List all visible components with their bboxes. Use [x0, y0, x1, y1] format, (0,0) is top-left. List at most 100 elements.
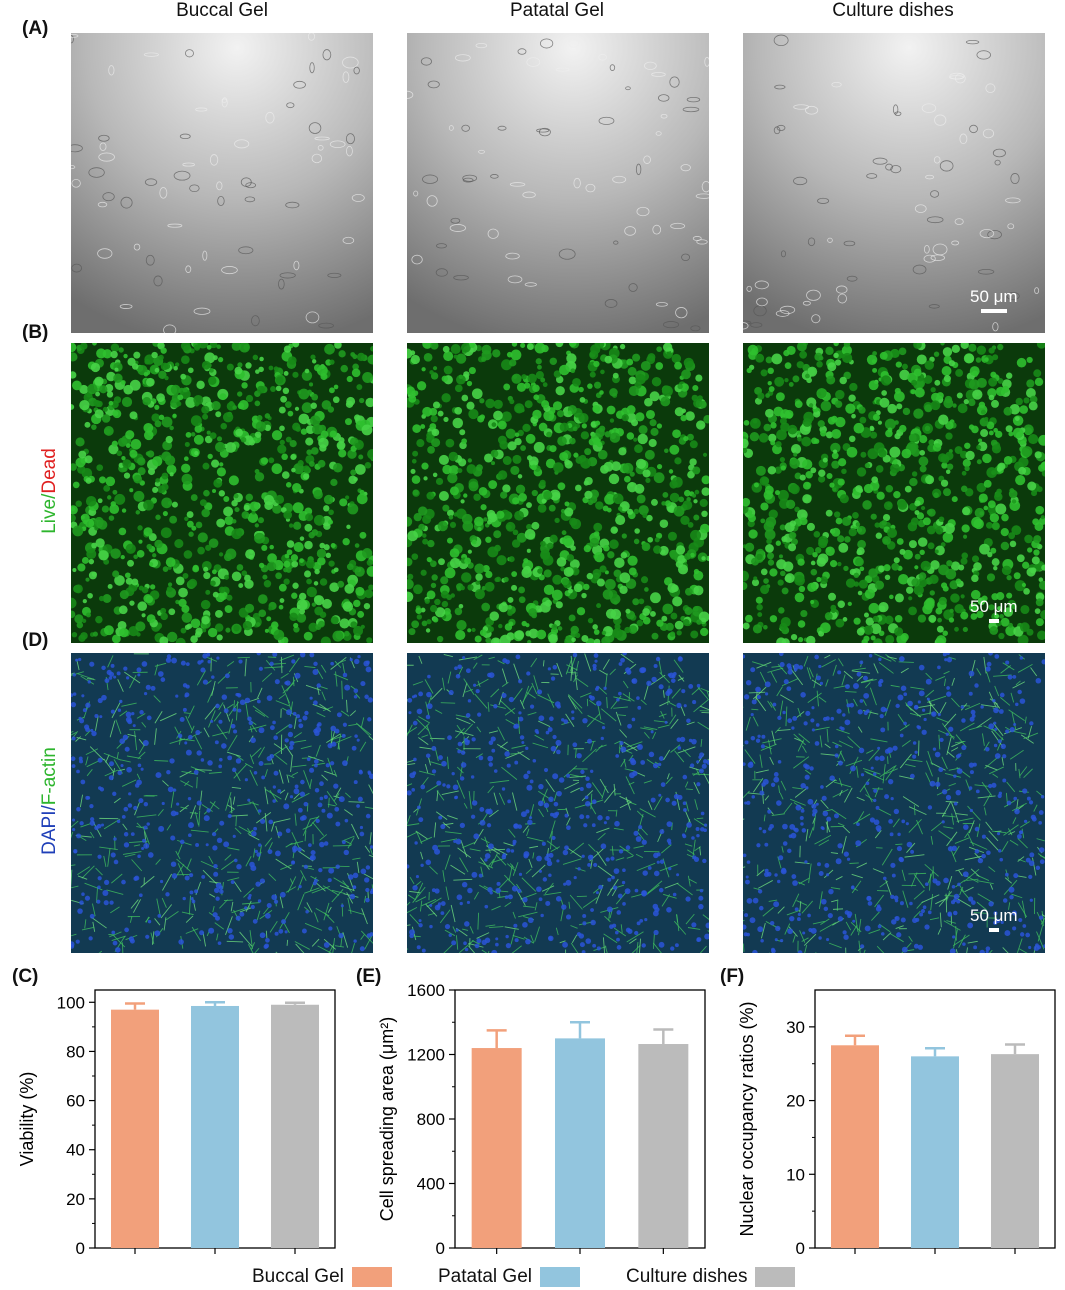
live-cell	[438, 558, 445, 566]
actin-fiber	[252, 705, 269, 718]
cell-mark	[555, 67, 570, 72]
cell-mark	[345, 133, 355, 145]
live-cell	[918, 456, 929, 467]
actin-fiber	[1002, 947, 1009, 953]
actin-fiber	[684, 843, 693, 847]
nucleus	[288, 724, 293, 729]
row-label-live-dead: Live/Dead	[39, 441, 61, 541]
cell-mark	[756, 297, 768, 307]
actin-fiber	[868, 749, 880, 762]
live-cell	[133, 474, 143, 484]
actin-fiber	[198, 810, 201, 827]
nucleus	[633, 830, 639, 836]
cell-mark	[179, 133, 191, 140]
live-cell	[430, 415, 438, 423]
live-cell	[758, 432, 769, 443]
live-cell	[932, 443, 942, 452]
live-cell	[211, 569, 217, 575]
actin-fiber	[351, 823, 360, 840]
live-cell	[79, 384, 89, 395]
nucleus	[359, 831, 365, 837]
live-cell	[602, 589, 614, 600]
actin-fiber	[569, 775, 587, 778]
nucleus	[176, 802, 180, 806]
nucleus	[319, 796, 324, 801]
live-cell	[175, 362, 180, 367]
actin-fiber	[456, 780, 466, 799]
live-cell	[72, 481, 80, 489]
nucleus	[595, 687, 599, 692]
live-cell	[526, 548, 531, 553]
actin-fiber	[103, 758, 115, 773]
live-cell	[837, 478, 845, 486]
live-cell	[940, 542, 946, 547]
live-cell	[273, 629, 285, 641]
live-cell	[569, 437, 576, 445]
live-cell	[614, 557, 625, 568]
live-cell	[644, 397, 653, 407]
live-cell	[1034, 451, 1042, 459]
nucleus	[289, 740, 295, 746]
actin-fiber	[247, 828, 253, 836]
nucleus	[421, 948, 426, 953]
actin-fiber	[668, 702, 677, 707]
live-cell	[263, 580, 272, 588]
live-cell	[160, 347, 167, 354]
live-cell	[684, 489, 691, 497]
live-cell	[848, 394, 856, 402]
actin-fiber	[84, 919, 87, 929]
live-cell	[123, 353, 128, 359]
live-cell	[308, 622, 318, 632]
live-cell	[858, 579, 868, 589]
actin-fiber	[264, 837, 273, 847]
nucleus	[536, 855, 542, 862]
nucleus	[487, 887, 493, 893]
actin-fiber	[1017, 875, 1027, 878]
actin-fiber	[481, 949, 488, 953]
live-cell	[340, 364, 349, 373]
actin-fiber	[272, 745, 288, 757]
nucleus	[681, 689, 686, 694]
live-cell	[332, 396, 340, 404]
nucleus	[564, 813, 569, 818]
actin-fiber	[241, 902, 260, 905]
live-cell	[978, 438, 983, 443]
live-cell	[981, 595, 988, 602]
actin-fiber	[320, 664, 327, 673]
live-cell	[599, 390, 604, 395]
actin-fiber	[426, 783, 440, 793]
live-cell	[690, 630, 699, 639]
nucleus	[177, 733, 183, 739]
live-cell	[701, 556, 706, 561]
nucleus	[184, 692, 190, 698]
nucleus	[287, 731, 294, 738]
cell-mark	[669, 76, 680, 88]
live-cell	[441, 600, 449, 608]
actin-fiber	[293, 716, 297, 729]
nucleus	[506, 848, 511, 853]
live-cell	[593, 522, 603, 532]
nucleus	[97, 854, 102, 859]
nucleus	[542, 877, 548, 882]
actin-fiber	[113, 797, 121, 804]
live-cell	[654, 537, 660, 543]
live-cell	[224, 515, 234, 526]
live-cell	[490, 449, 499, 458]
nucleus	[264, 912, 271, 919]
nucleus	[618, 691, 622, 696]
live-cell	[508, 621, 514, 627]
live-cell	[830, 442, 841, 454]
live-cell	[798, 636, 804, 643]
nucleus	[518, 711, 522, 715]
live-cell	[622, 462, 634, 474]
live-cell	[831, 452, 839, 460]
nucleus	[416, 945, 421, 950]
live-cell	[158, 370, 167, 380]
live-cell	[193, 434, 204, 445]
live-cell	[454, 384, 463, 393]
nucleus	[290, 860, 296, 865]
actin-fiber	[417, 723, 430, 736]
live-cell	[656, 619, 664, 627]
actin-fiber	[505, 750, 524, 759]
live-cell	[103, 625, 114, 636]
